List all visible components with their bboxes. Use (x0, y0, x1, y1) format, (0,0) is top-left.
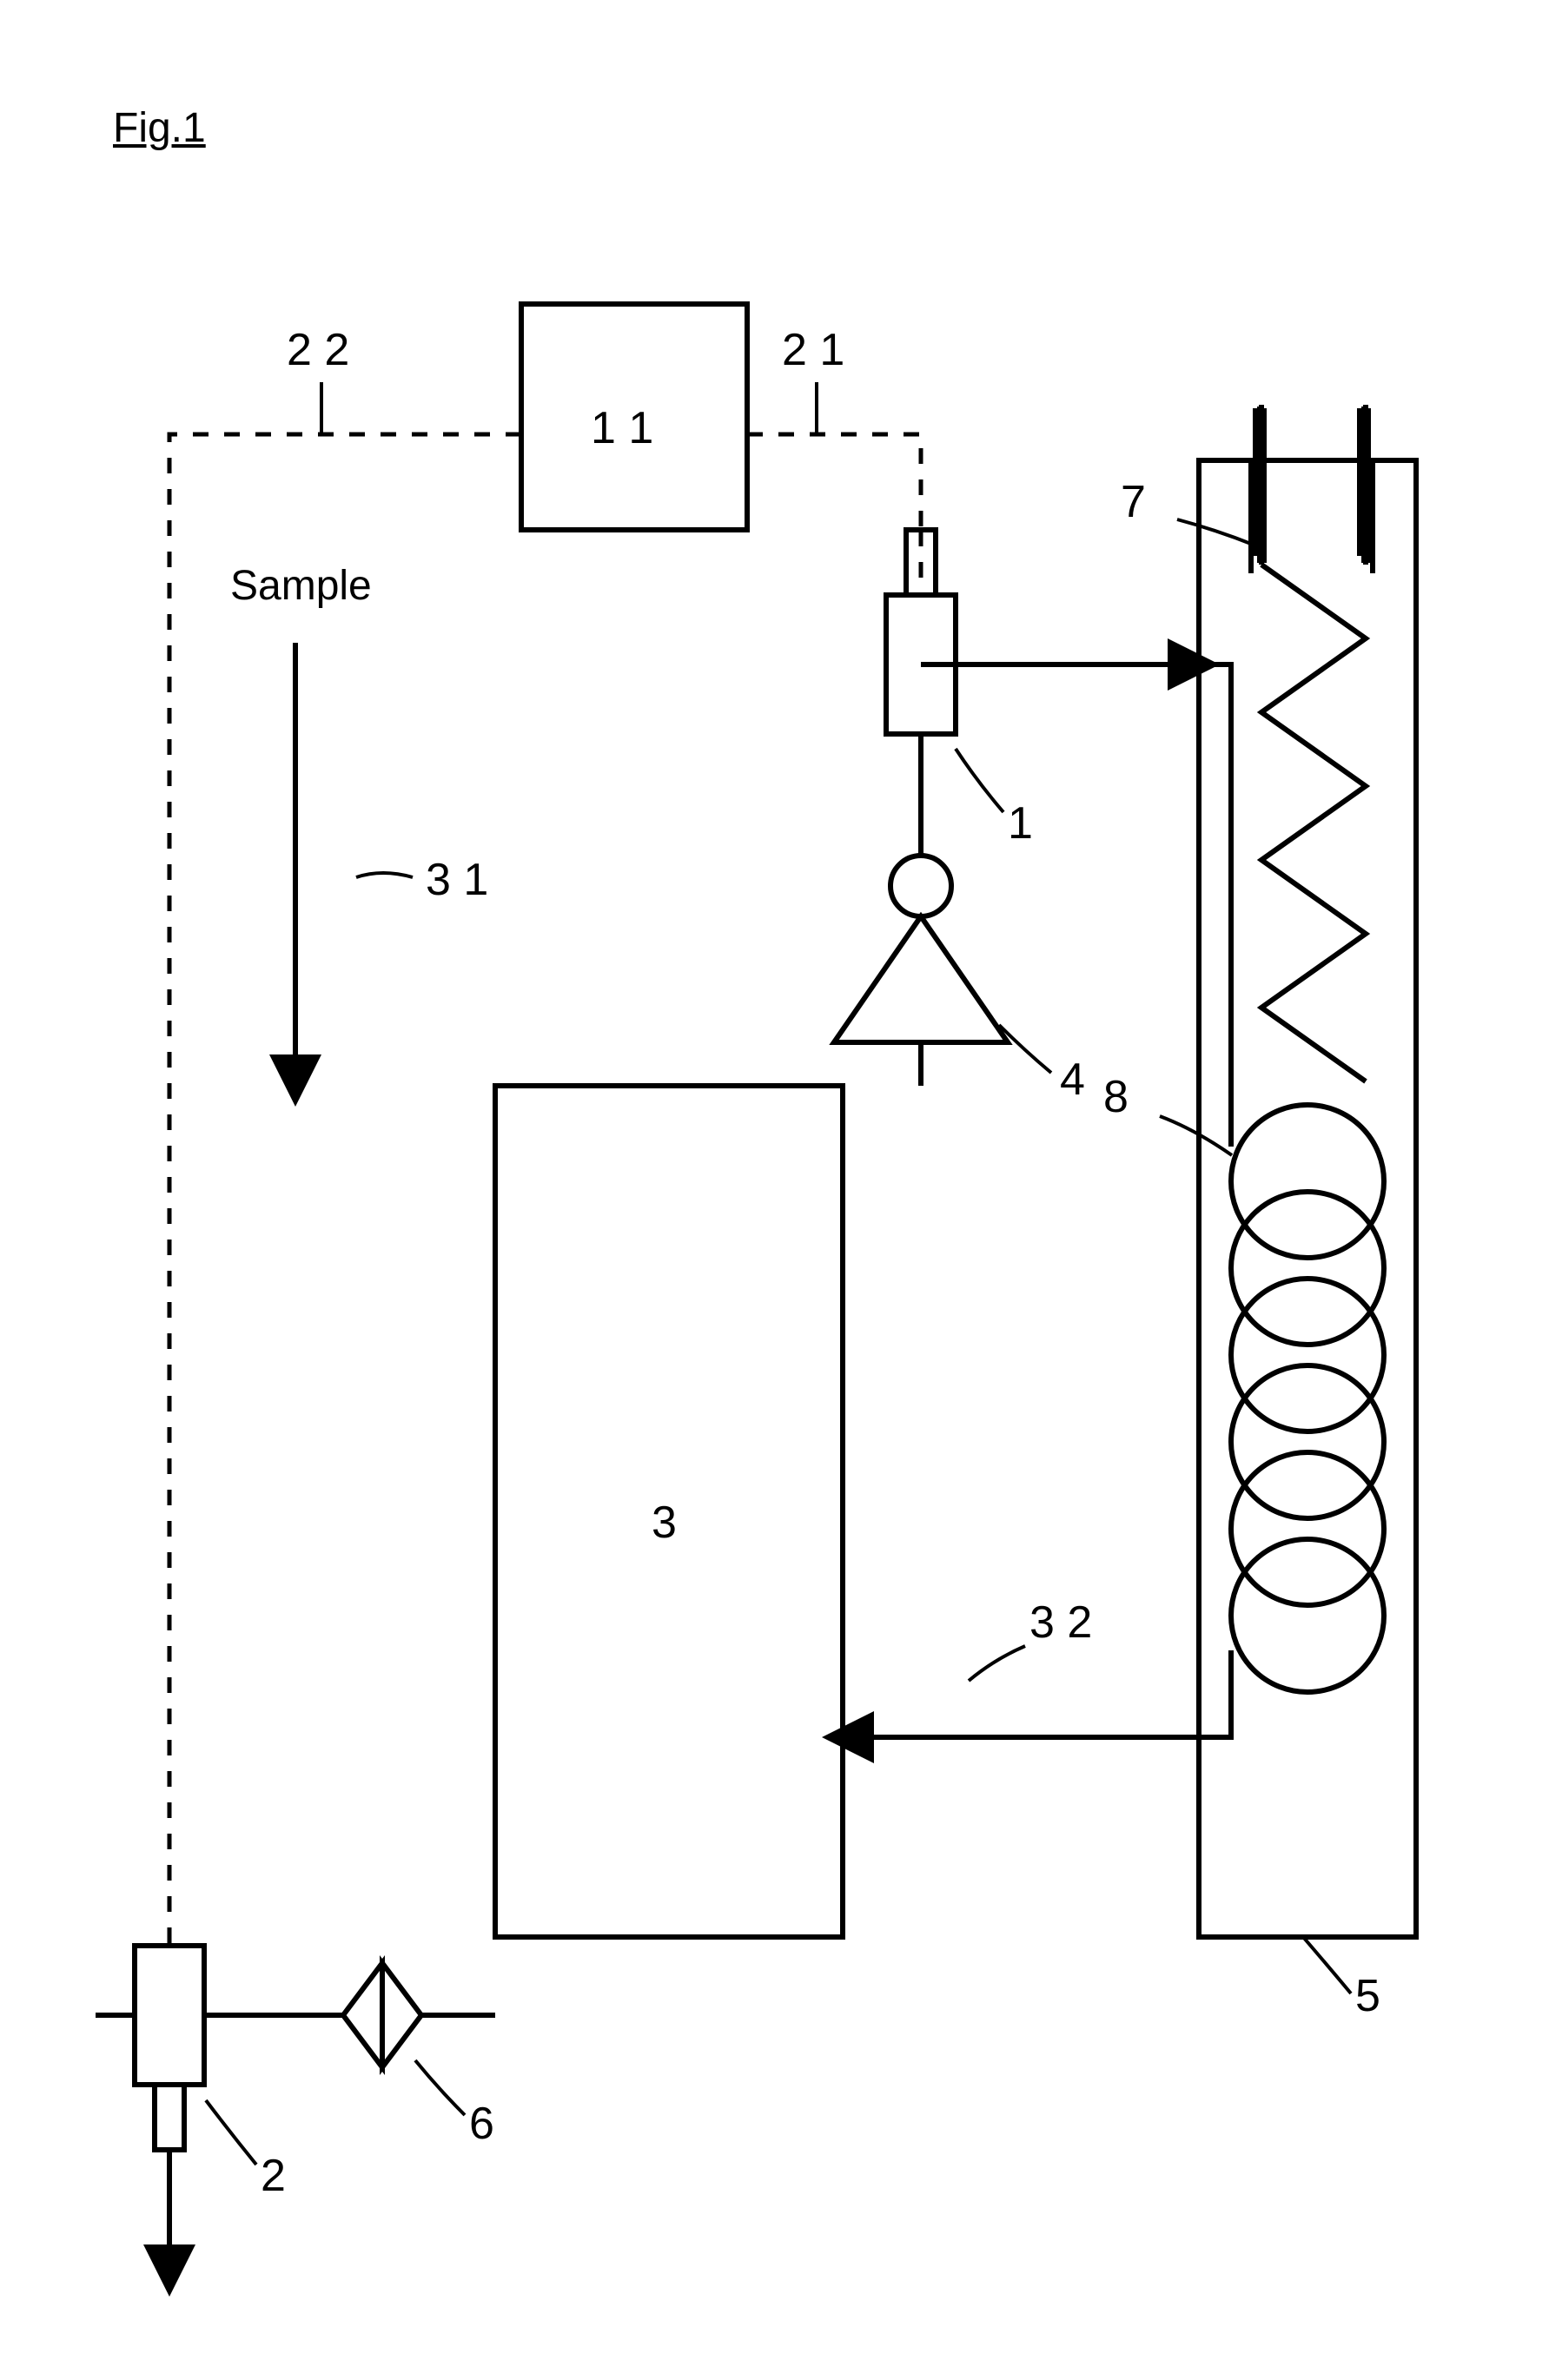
leader-1 (956, 749, 1003, 812)
heater-7-draw (1260, 407, 1364, 556)
valve-6 (343, 1963, 421, 2067)
leader-32 (969, 1646, 1025, 1681)
heater-7-shape (1255, 408, 1360, 556)
label-3: 3 (652, 1497, 677, 1548)
label-22: 2 2 (287, 325, 349, 375)
label-1: 1 (1008, 798, 1033, 849)
label-31: 3 1 (426, 855, 488, 905)
leader-5 (1303, 1937, 1351, 1993)
heater-7-zigzag-visible (1261, 565, 1366, 1081)
heater-7 (1251, 460, 1373, 573)
label-11: 1 1 (591, 403, 653, 453)
dashed-line-21 (747, 434, 921, 578)
resistor-7-visible (1260, 563, 1364, 1121)
sensor-1 (886, 530, 956, 734)
coil-8 (1199, 664, 1384, 1737)
label-6: 6 (469, 2099, 494, 2149)
label-4: 4 (1060, 1054, 1085, 1105)
sensor-2 (135, 1946, 204, 2150)
leader-31 (356, 873, 413, 877)
diagram-page: Fig.1 1 1 2 1 2 2 Sample 3 1 3 (0, 0, 1549, 2380)
label-32: 3 2 (1029, 1597, 1092, 1648)
outlet (87, 2015, 135, 2258)
leader-2 (206, 2100, 256, 2165)
resistor-7 (1260, 407, 1364, 1019)
label-2: 2 (261, 2151, 286, 2201)
leader-8 (1160, 1116, 1232, 1155)
label-21: 2 1 (782, 325, 844, 375)
heater-7-visible (1261, 405, 1366, 1081)
label-7: 7 (1121, 477, 1146, 527)
label-5: 5 (1355, 1971, 1380, 2021)
leader-32b (973, 1698, 1029, 1737)
component-4 (834, 856, 1008, 1042)
leader-4 (999, 1025, 1051, 1073)
dashed-line-22 (169, 434, 521, 1928)
sample-label: Sample (230, 563, 372, 609)
leader-7 (1177, 519, 1255, 545)
label-8: 8 (1103, 1072, 1129, 1122)
leader-6 (415, 2060, 465, 2115)
diagram-svg: 1 1 2 1 2 2 Sample 3 1 3 1 (0, 0, 1549, 2380)
